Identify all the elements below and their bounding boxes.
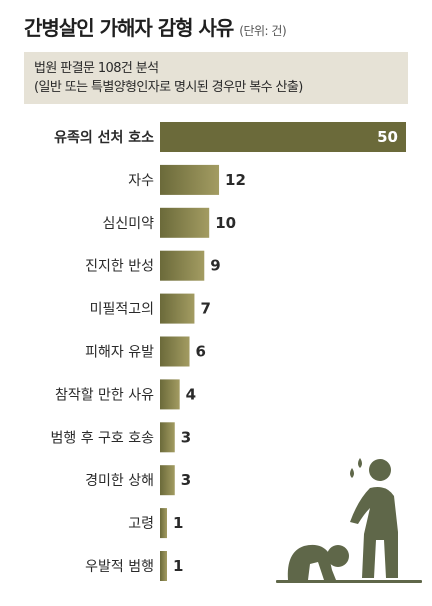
- bar: [160, 422, 175, 453]
- lying-figure-head: [327, 545, 349, 567]
- category-label: 유족의 선처 호소: [54, 129, 154, 146]
- value-label: 50: [377, 128, 398, 146]
- source-note-line-2: (일반 또는 특별양형인자로 명시된 경우만 복수 산출): [34, 80, 303, 95]
- value-label: 1: [173, 557, 183, 575]
- bar: [160, 293, 195, 324]
- bar: [160, 508, 167, 539]
- bar: [160, 164, 220, 195]
- category-label: 범행 후 구호 호송: [50, 430, 154, 446]
- standing-figure-head: [369, 459, 391, 481]
- value-label: 3: [181, 428, 191, 446]
- category-label: 고령: [128, 516, 154, 532]
- value-label: 4: [186, 385, 196, 403]
- figure-shapes: [276, 458, 422, 583]
- sweat-drop-icon: [350, 468, 354, 478]
- category-label: 미필적고의: [90, 302, 154, 318]
- bar: [160, 207, 210, 238]
- sweat-drop-icon: [358, 458, 362, 468]
- value-label: 1: [173, 514, 183, 532]
- category-label: 경미한 상해: [85, 473, 154, 489]
- bar: [160, 336, 190, 367]
- source-note: 법원 판결문 108건 분석 (일반 또는 특별양형인자로 명시된 경우만 복수…: [24, 52, 408, 104]
- category-label: 자수: [128, 173, 154, 189]
- source-note-line-1: 법원 판결문 108건 분석: [34, 61, 159, 76]
- bars-group: 유족의 선처 호소 50 자수 12 심신미약 10 진지한 반성 9 미필적고의 7 피해자 유발…: [50, 122, 406, 581]
- category-label: 우발적 범행: [85, 559, 154, 575]
- chart-title: 간병살인 가해자 감형 사유: [24, 16, 234, 40]
- standing-figure-body: [350, 487, 398, 578]
- unit-label: (단위: 건): [239, 24, 287, 38]
- value-label: 3: [181, 471, 191, 489]
- bar: [160, 379, 180, 410]
- value-label: 9: [210, 257, 220, 275]
- bar: [160, 465, 175, 496]
- category-label: 심신미약: [102, 216, 154, 232]
- value-label: 7: [200, 300, 210, 318]
- value-label: 12: [225, 171, 246, 189]
- category-label: 참작할 만한 사유: [55, 387, 154, 403]
- bar: [160, 250, 205, 281]
- bar: [160, 122, 406, 152]
- value-label: 6: [196, 343, 206, 361]
- lying-figure-body: [287, 544, 336, 580]
- bar-chart: 유족의 선처 호소 50 자수 12 심신미약 10 진지한 반성 9 미필적고의 7 피해자 유발…: [50, 122, 406, 581]
- value-label: 10: [215, 214, 236, 232]
- caregiver-victim-icon: [276, 458, 422, 583]
- category-label: 피해자 유발: [85, 345, 154, 361]
- chart-header: 간병살인 가해자 감형 사유 (단위: 건): [24, 12, 424, 52]
- bar: [160, 551, 167, 581]
- ground-line: [276, 580, 422, 583]
- category-label: 진지한 반성: [85, 259, 154, 275]
